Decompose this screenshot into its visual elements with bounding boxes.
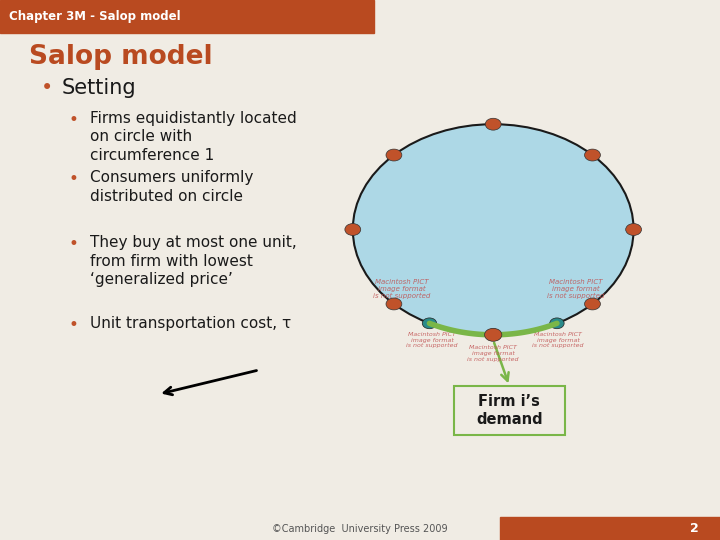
- Circle shape: [485, 118, 501, 130]
- Circle shape: [345, 224, 361, 235]
- Text: They buy at most one unit,
from firm with lowest
‘generalized price’: They buy at most one unit, from firm wit…: [90, 235, 297, 287]
- Text: •: •: [68, 235, 78, 253]
- Circle shape: [485, 329, 501, 341]
- FancyBboxPatch shape: [454, 386, 565, 435]
- Bar: [500, 517, 720, 540]
- Circle shape: [550, 318, 564, 329]
- Text: Setting: Setting: [61, 78, 136, 98]
- Circle shape: [626, 224, 642, 235]
- Text: Macintosh PICT
image format
is not supported: Macintosh PICT image format is not suppo…: [547, 279, 605, 299]
- Text: Firm i’s
demand: Firm i’s demand: [476, 394, 543, 427]
- Text: ©Cambridge  University Press 2009: ©Cambridge University Press 2009: [272, 524, 448, 534]
- Text: Salop model: Salop model: [29, 44, 212, 70]
- Text: Macintosh PICT
image format
is not supported: Macintosh PICT image format is not suppo…: [373, 279, 431, 299]
- Text: Unit transportation cost, τ: Unit transportation cost, τ: [90, 316, 292, 331]
- Bar: [0, 0, 374, 33]
- Text: •: •: [68, 170, 78, 188]
- Text: •: •: [68, 111, 78, 129]
- Text: Macintosh PICT
image format
is not supported: Macintosh PICT image format is not suppo…: [532, 332, 584, 348]
- Text: 2: 2: [690, 522, 699, 535]
- Circle shape: [585, 298, 600, 310]
- Circle shape: [585, 149, 600, 161]
- Text: Macintosh PICT
image format
is not supported: Macintosh PICT image format is not suppo…: [406, 332, 458, 348]
- Text: Chapter 3M - Salop model: Chapter 3M - Salop model: [9, 10, 180, 23]
- Circle shape: [422, 318, 436, 329]
- Text: •: •: [41, 78, 53, 98]
- Text: Consumers uniformly
distributed on circle: Consumers uniformly distributed on circl…: [90, 170, 253, 204]
- Text: Firms equidistantly located
on circle with
circumference 1: Firms equidistantly located on circle wi…: [90, 111, 297, 163]
- Text: Macintosh PICT
image format
is not supported: Macintosh PICT image format is not suppo…: [467, 346, 519, 362]
- Circle shape: [386, 149, 402, 161]
- Text: •: •: [68, 316, 78, 334]
- Circle shape: [485, 328, 502, 341]
- Circle shape: [353, 124, 634, 335]
- Circle shape: [386, 298, 402, 310]
